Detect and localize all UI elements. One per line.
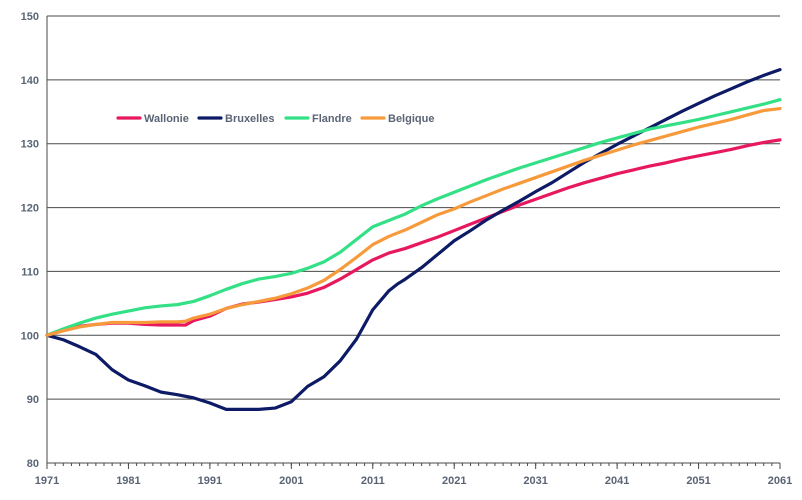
axes: 80 90 100 110 120 130 140 150 1971 1981 1991 2001 20… [21,11,793,487]
series-line-bruxelles [45,68,782,411]
y-tick-label: 120 [21,203,39,215]
series-line-wallonie [45,138,782,337]
legend-label-flandre: Flandre [312,113,352,125]
legend-label-bruxelles: Bruxelles [225,113,275,125]
y-tick-label: 90 [27,394,39,406]
series-line-flandre [45,98,782,337]
y-tick-label: 80 [27,458,39,470]
x-tick-label: 1981 [116,475,140,487]
grid-lines [47,15,780,464]
legend: Wallonie Bruxelles Flandre Belgique [116,113,434,125]
y-tick-label: 150 [21,11,39,23]
legend-label-belgique: Belgique [388,113,434,125]
x-tick-label: 1971 [35,475,59,487]
x-tick-label: 2041 [605,475,629,487]
series-line-belgique [45,106,782,337]
y-tick-label: 130 [21,139,39,151]
x-tick-label: 2051 [686,475,710,487]
x-tick-label: 2011 [361,475,385,487]
y-tick-label: 140 [21,75,39,87]
x-tick-label: 2021 [442,475,466,487]
x-tick-label: 2061 [768,475,792,487]
y-tick-label: 100 [21,330,39,342]
x-tick-label: 1991 [198,475,222,487]
x-tick-label: 2031 [523,475,547,487]
y-tick-label: 110 [21,266,39,278]
legend-label-wallonie: Wallonie [144,113,189,125]
x-tick-label: 2001 [279,475,303,487]
series-lines [45,68,782,411]
